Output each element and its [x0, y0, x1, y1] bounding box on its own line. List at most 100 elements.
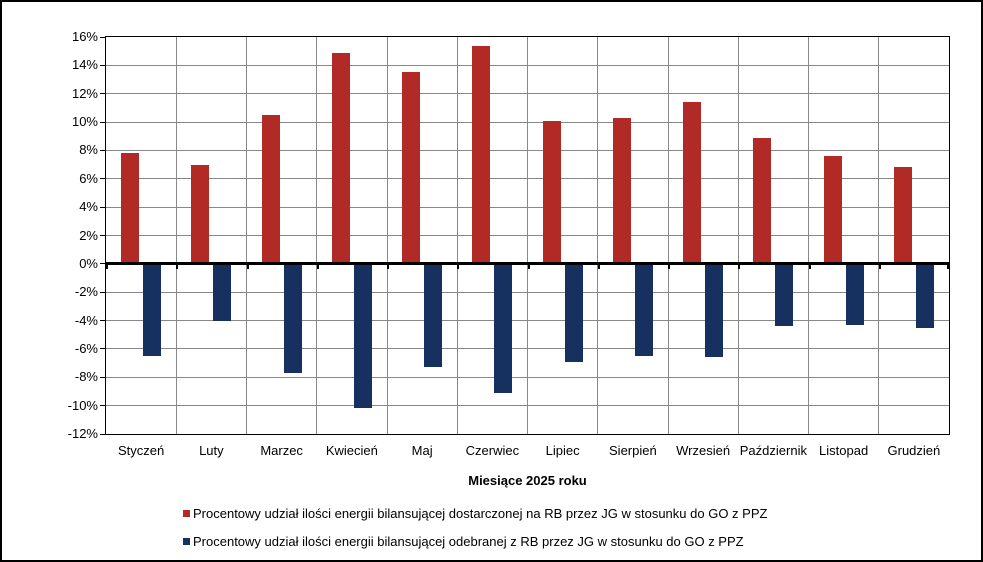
x-tick-label-wrzesień: Wrzesień: [676, 443, 731, 458]
y-axis-tick: [100, 405, 105, 407]
x-axis-tick: [878, 265, 881, 270]
x-tick-label-styczeń: Styczeń: [118, 443, 165, 458]
y-tick-label: -12%: [67, 426, 98, 441]
x-axis-title: Miesiące 2025 roku: [468, 473, 587, 488]
bar-odebrana-październik: [775, 263, 794, 327]
bar-dostarczona-listopad: [823, 156, 842, 264]
x-axis-tick: [808, 265, 811, 270]
y-axis-tick: [100, 348, 105, 350]
bar-odebrana-luty: [213, 263, 232, 321]
x-axis-tick: [387, 265, 389, 270]
bar-odebrana-maj: [424, 263, 443, 368]
bar-dostarczona-sierpień: [612, 117, 631, 264]
y-axis-tick: [100, 376, 105, 378]
x-axis-tick: [106, 265, 108, 270]
x-axis-tick: [947, 265, 949, 270]
x-axis-tick: [527, 265, 530, 270]
v-gridline: [527, 37, 528, 434]
v-gridline: [737, 37, 739, 434]
x-axis-tick: [246, 265, 249, 270]
x-axis-tick: [176, 265, 179, 270]
y-tick-label: -8%: [74, 369, 98, 385]
y-tick-label: -10%: [67, 397, 98, 413]
x-axis-tick: [668, 265, 670, 270]
v-gridline: [456, 37, 458, 434]
v-gridline: [246, 37, 247, 434]
y-axis-tick: [100, 64, 105, 66]
legend-item-odebrana: Procentowy udział ilości energii bilansu…: [183, 534, 767, 549]
v-gridline: [386, 37, 388, 434]
y-tick-label: -6%: [74, 340, 98, 356]
y-tick-label: 10%: [71, 114, 98, 130]
legend-label-dostarczona: Procentowy udział ilości energii bilansu…: [193, 506, 768, 521]
v-gridline: [175, 37, 177, 434]
x-tick-label-maj: Maj: [411, 443, 433, 458]
bar-odebrana-styczeń: [143, 263, 162, 356]
bar-odebrana-kwiecień: [353, 263, 372, 409]
zero-axis-line: [106, 262, 949, 266]
legend-item-dostarczona: Procentowy udział ilości energii bilansu…: [183, 506, 767, 521]
y-tick-label: -4%: [74, 312, 98, 328]
y-tick-label: 16%: [71, 29, 98, 44]
y-axis-tick: [100, 291, 105, 293]
y-tick-label: 14%: [71, 57, 98, 73]
x-tick-label-sierpień: Sierpień: [609, 443, 657, 458]
y-axis-tick: [100, 178, 105, 180]
bar-odebrana-sierpień: [634, 263, 653, 356]
y-axis-tick: [100, 433, 105, 435]
bar-dostarczona-kwiecień: [331, 52, 350, 264]
bar-dostarczona-styczeń: [121, 153, 140, 264]
bar-odebrana-lipiec: [564, 263, 583, 362]
v-gridline: [597, 37, 599, 434]
x-axis-tick: [316, 265, 319, 270]
x-tick-label-czerwiec: Czerwiec: [465, 443, 520, 458]
legend-label-odebrana: Procentowy udział ilości energii bilansu…: [193, 534, 744, 549]
y-tick-label: 8%: [79, 142, 98, 158]
y-axis-tick: [100, 206, 105, 208]
bar-odebrana-marzec: [283, 263, 302, 374]
v-gridline: [667, 37, 669, 434]
y-axis-tick: [100, 93, 105, 95]
y-axis-tick: [100, 235, 105, 236]
bar-dostarczona-maj: [402, 72, 421, 264]
v-gridline: [316, 37, 318, 434]
x-axis-tick: [457, 265, 460, 270]
y-tick-label: -2%: [74, 284, 98, 300]
x-axis-tick: [738, 265, 741, 270]
plot-area: [105, 36, 950, 435]
bar-dostarczona-lipiec: [542, 120, 561, 264]
bar-odebrana-czerwiec: [494, 263, 513, 393]
bar-odebrana-grudzień: [915, 263, 934, 328]
y-tick-label: 12%: [71, 85, 98, 101]
v-gridline: [878, 37, 880, 434]
bar-dostarczona-październik: [753, 137, 772, 264]
bar-odebrana-listopad: [845, 263, 864, 325]
y-tick-label: 2%: [79, 227, 98, 243]
bar-dostarczona-wrzesień: [683, 102, 702, 264]
y-tick-label: 6%: [79, 170, 98, 186]
y-axis-tick: [100, 263, 105, 265]
x-axis-tick: [597, 265, 600, 270]
bar-odebrana-wrzesień: [705, 263, 724, 358]
bar-dostarczona-luty: [191, 164, 210, 264]
y-tick-label: 4%: [79, 199, 98, 215]
x-tick-label-listopad: Listopad: [819, 443, 869, 458]
y-axis-tick: [100, 320, 105, 322]
x-tick-label-grudzień: Grudzień: [887, 443, 941, 458]
y-tick-label: 0%: [79, 255, 98, 271]
bar-dostarczona-marzec: [261, 114, 280, 264]
legend-marker-navy-icon: [183, 538, 190, 545]
y-axis-tick: [100, 36, 105, 38]
x-tick-label-październik: Październik: [739, 443, 807, 458]
bar-dostarczona-czerwiec: [472, 45, 491, 264]
y-axis-tick: [100, 149, 105, 151]
y-axis-tick: [100, 121, 105, 123]
x-tick-label-luty: Luty: [199, 443, 224, 458]
v-gridline: [808, 37, 809, 434]
legend-marker-red-icon: [183, 510, 190, 517]
legend: Procentowy udział ilości energii bilansu…: [183, 506, 767, 560]
bar-dostarczona-grudzień: [893, 167, 912, 264]
x-tick-label-marzec: Marzec: [260, 443, 303, 458]
x-tick-label-kwiecień: Kwiecień: [325, 443, 378, 458]
